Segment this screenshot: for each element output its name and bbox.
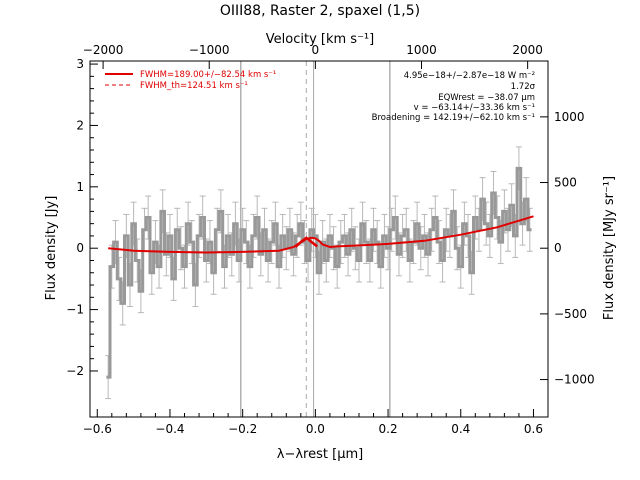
- x-tick-label: 0.0: [306, 422, 325, 436]
- y-tick-label: 1: [76, 180, 84, 194]
- right-tick-label: 0: [554, 241, 562, 255]
- annotation-flux: 4.95e−18+/−2.87e−18 W m⁻²: [404, 71, 535, 81]
- fit-peak-line: [294, 236, 318, 248]
- annotation-eqw: EQWrest = −38.07 μm: [438, 93, 535, 103]
- right-tick-label: 1000: [554, 110, 585, 124]
- top-axis-label: Velocity [km s⁻¹]: [266, 32, 374, 47]
- y-tick-label: −1: [66, 303, 84, 317]
- x-axis-label: λ−λrest [μm]: [277, 447, 363, 462]
- x-tick-label: −0.6: [83, 422, 112, 436]
- top-tick-label: 1000: [406, 43, 437, 57]
- y-axis-label-right: Flux density [MJy sr⁻¹]: [602, 176, 617, 320]
- y-tick-label: 0: [76, 241, 84, 255]
- annotation-velocity: v = −63.14+/−33.36 km s⁻¹: [414, 103, 535, 113]
- annotation-broadening: Broadening = 142.19+/−62.10 km s⁻¹: [372, 113, 535, 123]
- x-tick-label: 0.2: [379, 422, 398, 436]
- y-axis-label: Flux density [Jy]: [44, 196, 59, 301]
- legend-theory-label: FWHM_th=124.51 km s⁻¹: [140, 81, 248, 91]
- annotation-sigma: 1.72σ: [511, 82, 536, 92]
- x-tick-label: 0.6: [524, 422, 543, 436]
- right-tick-label: −1000: [554, 373, 595, 387]
- chart-title: OIII88, Raster 2, spaxel (1,5): [220, 3, 420, 19]
- right-tick-label: −500: [554, 307, 587, 321]
- right-tick-label: 500: [554, 176, 577, 190]
- x-tick-label: 0.4: [451, 422, 470, 436]
- plot-frame: [89, 60, 549, 418]
- spectrum-line: [106, 166, 532, 379]
- x-tick-label: −0.4: [155, 422, 184, 436]
- top-tick-label: −2000: [83, 43, 124, 57]
- top-tick-label: 2000: [512, 43, 543, 57]
- top-tick-label: −1000: [189, 43, 230, 57]
- y-tick-label: 3: [76, 57, 84, 71]
- top-tick-label: 0: [312, 43, 320, 57]
- y-tick-label: 2: [76, 118, 84, 132]
- legend-fit-label: FWHM=189.00+/−82.54 km s⁻¹: [140, 70, 276, 80]
- x-tick-label: −0.2: [228, 422, 257, 436]
- y-tick-label: −2: [66, 364, 84, 378]
- fit-line: [108, 215, 534, 254]
